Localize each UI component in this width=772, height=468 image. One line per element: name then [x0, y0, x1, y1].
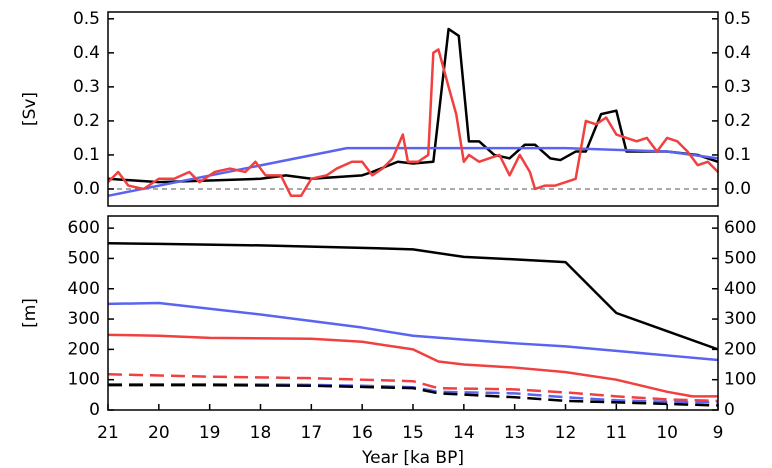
y-tick-label: 500	[68, 248, 100, 268]
y-tick-label: 0.1	[73, 145, 100, 165]
y-tick-label-right: 0.5	[724, 9, 751, 29]
data-line	[107, 333, 718, 398]
data-line	[107, 48, 719, 198]
y-tick-label-right: 600	[724, 218, 756, 238]
y-tick-label: 100	[68, 370, 100, 390]
x-tick-label: 13	[504, 423, 526, 443]
y-tick-label-right: 200	[724, 339, 756, 359]
data-line	[107, 27, 719, 184]
y-tick-label: 0.0	[73, 179, 100, 199]
x-tick-label: 19	[199, 423, 221, 443]
x-tick-label: 14	[453, 423, 475, 443]
y-tick-label: 0.5	[73, 9, 100, 29]
y-tick-label-right: 0	[724, 400, 735, 420]
y-tick-label-right: 0.0	[724, 179, 751, 199]
y-tick-label: 0	[89, 400, 100, 420]
x-tick-label: 21	[97, 423, 119, 443]
y-tick-label-right: 100	[724, 370, 756, 390]
data-line	[107, 146, 719, 198]
data-line	[107, 301, 719, 362]
x-tick-label: 18	[250, 423, 272, 443]
y-tick-label: 600	[68, 218, 100, 238]
y-tick-label: 400	[68, 279, 100, 299]
x-tick-label: 20	[148, 423, 170, 443]
y-tick-label: 200	[68, 339, 100, 359]
y-tick-label-right: 0.4	[724, 43, 751, 63]
x-tick-label: 10	[656, 423, 678, 443]
x-tick-label: 11	[606, 423, 628, 443]
y-tick-label-right: 300	[724, 309, 756, 329]
y-axis-label: [Sv]	[20, 92, 40, 126]
y-tick-label-right: 0.3	[724, 77, 751, 97]
y-tick-label: 0.3	[73, 77, 100, 97]
x-tick-label: 12	[555, 423, 577, 443]
x-axis-label: Year [ka BP]	[361, 448, 464, 468]
data-line	[108, 383, 719, 407]
y-tick-label-right: 0.1	[724, 145, 751, 165]
x-tick-label: 9	[713, 423, 724, 443]
data-line	[107, 372, 719, 403]
x-tick-label: 17	[301, 423, 323, 443]
y-tick-label-right: 0.2	[724, 111, 751, 131]
y-tick-label: 300	[68, 309, 100, 329]
y-tick-label-right: 400	[724, 279, 756, 299]
y-tick-label-right: 500	[724, 248, 756, 268]
x-tick-label: 15	[402, 423, 424, 443]
x-tick-label: 16	[351, 423, 373, 443]
y-tick-label: 0.2	[73, 111, 100, 131]
plot-frame	[107, 11, 719, 207]
y-axis-label: [m]	[20, 298, 40, 328]
y-tick-label: 0.4	[73, 43, 100, 63]
data-line	[107, 242, 719, 351]
